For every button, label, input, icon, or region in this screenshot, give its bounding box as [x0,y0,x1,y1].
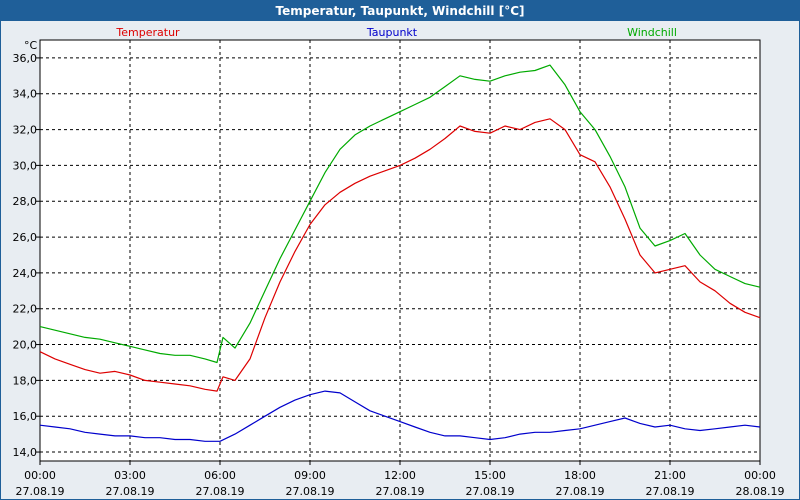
x-tick-time: 03:00 [114,469,146,482]
y-tick-label: 16,0 [13,410,38,423]
y-tick-label: 30,0 [13,159,38,172]
x-tick-time: 06:00 [204,469,236,482]
x-tick-time: 21:00 [654,469,686,482]
x-axis-ticks: 00:00 27.08.19 03:00 27.08.19 06:00 27.08.19 0… [16,461,785,498]
y-axis-unit: °C [24,39,38,52]
y-tick-label: 34,0 [13,88,38,101]
x-tick-time: 15:00 [474,469,506,482]
series-lines [39,64,761,442]
x-tick-date: 27.08.19 [466,485,515,498]
y-tick-label: 14,0 [13,446,38,459]
series-line-taupunkt [39,390,761,442]
y-axis-ticks: 14,0 16,0 18,0 20,0 22,0 24,0 26,0 28,0 30,0 32,0… [13,52,40,459]
x-tick-time: 00:00 [24,469,56,482]
x-tick-time: 12:00 [384,469,416,482]
series-line-temperatur [39,118,761,392]
y-tick-label: 22,0 [13,303,38,316]
x-tick-date: 27.08.19 [16,485,65,498]
x-tick-date: 27.08.19 [196,485,245,498]
y-tick-label: 18,0 [13,374,38,387]
x-tick-time: 18:00 [564,469,596,482]
chart-title: Temperatur, Taupunkt, Windchill [°C] [1,1,799,21]
x-tick-date: 27.08.19 [106,485,155,498]
legend-label-temperatur: Temperatur [115,26,180,39]
x-tick-time: 09:00 [294,469,326,482]
y-tick-label: 28,0 [13,195,38,208]
x-tick-date: 28.08.19 [736,485,785,498]
y-tick-label: 20,0 [13,339,38,352]
x-tick-date: 27.08.19 [646,485,695,498]
y-tick-label: 26,0 [13,231,38,244]
grid-lines [40,40,760,461]
x-tick-date: 27.08.19 [286,485,335,498]
legend-label-taupunkt: Taupunkt [366,26,418,39]
series-line-windchill [39,64,761,364]
legend-label-windchill: Windchill [627,26,677,39]
x-tick-time: 00:00 [744,469,776,482]
y-tick-label: 32,0 [13,124,38,137]
y-tick-label: 36,0 [13,52,38,65]
y-tick-label: 24,0 [13,267,38,280]
legend: Temperatur Taupunkt Windchill [115,26,677,39]
x-tick-date: 27.08.19 [556,485,605,498]
x-tick-date: 27.08.19 [376,485,425,498]
